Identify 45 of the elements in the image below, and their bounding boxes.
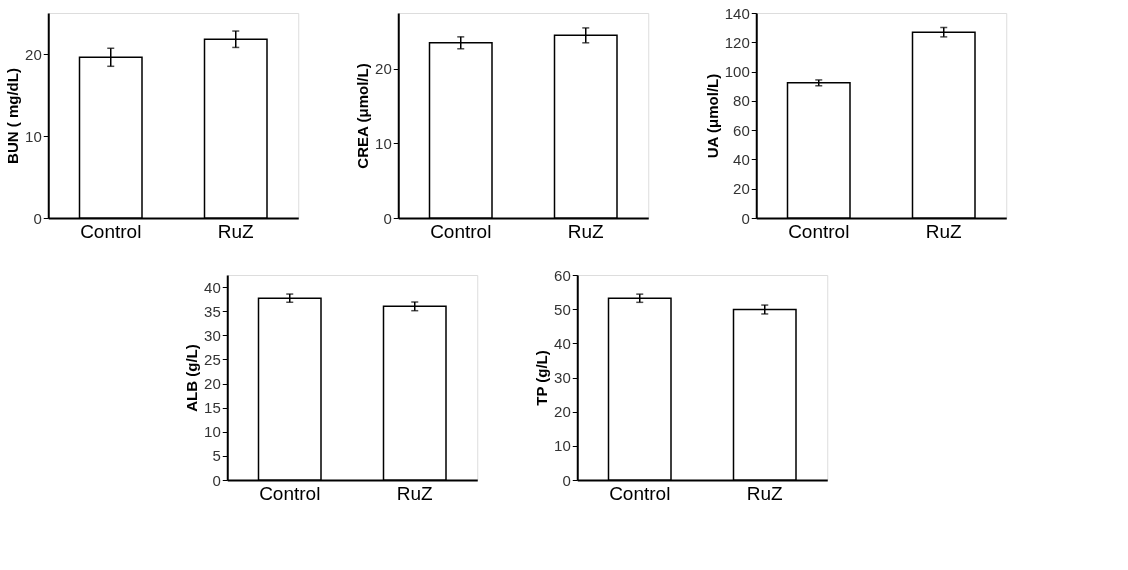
x-tick-label: RuZ [396,482,434,504]
y-tick-label: 0 [383,209,392,227]
x-tick-label: RuZ [217,220,255,242]
y-tick-label: 15 [204,399,221,417]
y-tick-label: 0 [33,209,42,227]
y-tick-label: 60 [554,266,571,284]
y-tick-label: 40 [204,278,221,296]
x-tick-label: RuZ [567,220,605,242]
y-tick-label: 20 [204,375,221,393]
y-axis-title: BUN ( mg/dL) [4,68,22,164]
y-tick-label: 20 [25,45,42,63]
y-tick-label: 10 [25,127,42,145]
y-tick-label: 120 [724,33,750,51]
y-tick-label: 50 [554,300,571,318]
x-tick-label: Control [259,482,321,504]
x-tick-label: Control [80,220,142,242]
y-tick-label: 60 [733,121,750,139]
y-tick-label: 0 [212,471,221,489]
y-axis-title: TP (g/L) [533,350,551,406]
x-tick-label: RuZ [925,220,963,242]
y-tick-label: 140 [724,4,750,22]
y-tick-label: 10 [204,423,221,441]
y-tick-label: 0 [562,471,571,489]
y-tick-label: 20 [554,403,571,421]
y-tick-label: 10 [554,437,571,455]
y-tick-label: 5 [212,447,221,465]
y-tick-label: 100 [724,63,750,81]
y-tick-label: 10 [375,134,392,152]
x-tick-label: Control [430,220,492,242]
x-tick-label: Control [788,220,850,242]
y-tick-label: 0 [741,209,750,227]
y-tick-label: 30 [554,369,571,386]
y-tick-label: 40 [733,150,750,168]
y-axis-title: UA (μmol/L) [703,73,721,159]
y-tick-label: 25 [204,350,221,368]
y-tick-label: 20 [375,60,392,78]
y-tick-label: 35 [204,302,221,320]
x-tick-label: Control [609,482,671,504]
y-axis-title: CREA (μmol/L) [354,63,372,169]
y-tick-label: 30 [204,326,221,344]
y-axis-title: ALB (g/L) [183,344,201,412]
x-tick-label: RuZ [746,482,784,504]
y-tick-label: 80 [733,92,750,110]
y-tick-label: 40 [554,334,571,352]
y-tick-label: 20 [733,180,750,198]
